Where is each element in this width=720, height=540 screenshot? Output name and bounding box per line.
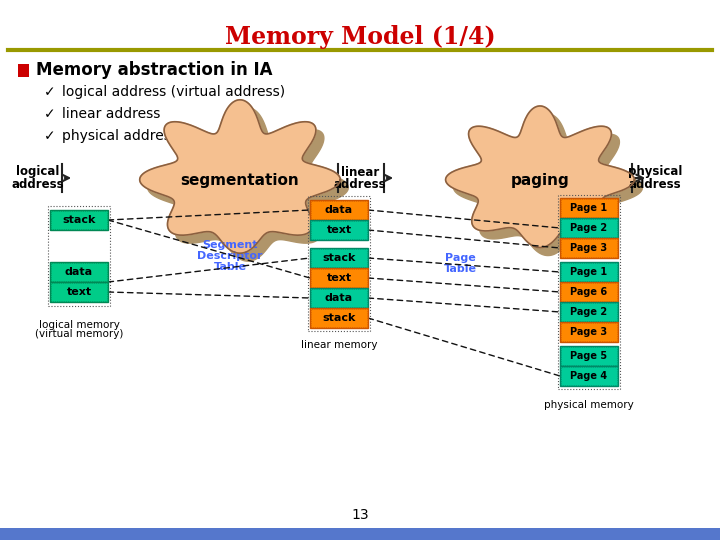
Text: text: text <box>326 273 351 283</box>
Text: 13: 13 <box>351 508 369 522</box>
FancyBboxPatch shape <box>560 282 618 302</box>
Text: segmentation: segmentation <box>181 172 300 187</box>
Polygon shape <box>148 108 348 261</box>
Text: physical memory: physical memory <box>544 400 634 410</box>
Text: ✓: ✓ <box>44 85 56 99</box>
FancyBboxPatch shape <box>560 346 618 366</box>
Text: stack: stack <box>323 313 356 323</box>
FancyBboxPatch shape <box>50 262 108 282</box>
FancyBboxPatch shape <box>50 210 108 230</box>
Text: Page 2: Page 2 <box>570 307 608 317</box>
Text: address: address <box>629 178 681 191</box>
Text: address: address <box>12 178 64 191</box>
FancyBboxPatch shape <box>560 262 618 282</box>
FancyBboxPatch shape <box>310 268 368 288</box>
Text: text: text <box>326 225 351 235</box>
FancyBboxPatch shape <box>560 218 618 238</box>
Text: Page 3: Page 3 <box>570 243 608 253</box>
Text: data: data <box>65 267 93 277</box>
Text: address: address <box>333 178 387 191</box>
FancyBboxPatch shape <box>310 220 368 240</box>
FancyBboxPatch shape <box>310 308 368 328</box>
Text: Descriptor: Descriptor <box>197 251 263 261</box>
Text: Page: Page <box>445 253 475 263</box>
Text: Segment: Segment <box>202 240 258 250</box>
FancyBboxPatch shape <box>310 248 368 268</box>
Polygon shape <box>140 100 341 253</box>
Text: paging: paging <box>510 172 570 187</box>
Text: Page 6: Page 6 <box>570 287 608 297</box>
Text: logical memory: logical memory <box>39 320 120 330</box>
Text: logical address (virtual address): logical address (virtual address) <box>62 85 285 99</box>
FancyBboxPatch shape <box>560 322 618 342</box>
FancyBboxPatch shape <box>560 302 618 322</box>
Text: linear address: linear address <box>62 107 161 121</box>
Text: ✓: ✓ <box>44 107 56 121</box>
Text: linear: linear <box>341 165 379 179</box>
FancyBboxPatch shape <box>560 366 618 386</box>
Text: stack: stack <box>323 253 356 263</box>
Text: ✓: ✓ <box>44 129 56 143</box>
FancyBboxPatch shape <box>560 198 618 218</box>
Text: linear memory: linear memory <box>301 340 377 350</box>
Text: physical address: physical address <box>62 129 178 143</box>
Text: logical: logical <box>17 165 60 179</box>
Text: Memory abstraction in IA: Memory abstraction in IA <box>36 61 272 79</box>
Polygon shape <box>446 106 634 247</box>
Text: Table: Table <box>444 264 477 274</box>
Bar <box>18 64 29 77</box>
Text: Page 1: Page 1 <box>570 203 608 213</box>
Text: (virtual memory): (virtual memory) <box>35 329 123 339</box>
Text: Memory Model (1/4): Memory Model (1/4) <box>225 25 495 49</box>
Text: data: data <box>325 205 353 215</box>
Text: text: text <box>66 287 91 297</box>
Text: Page 4: Page 4 <box>570 371 608 381</box>
Bar <box>0 528 720 540</box>
FancyBboxPatch shape <box>310 288 368 308</box>
Text: physical: physical <box>628 165 682 179</box>
Text: Page 3: Page 3 <box>570 327 608 337</box>
Text: data: data <box>325 293 353 303</box>
Text: Page 5: Page 5 <box>570 351 608 361</box>
Polygon shape <box>454 114 642 255</box>
Text: Page 1: Page 1 <box>570 267 608 277</box>
Text: Table: Table <box>214 262 246 272</box>
Text: Page 2: Page 2 <box>570 223 608 233</box>
FancyBboxPatch shape <box>310 200 368 220</box>
FancyBboxPatch shape <box>560 238 618 258</box>
Text: stack: stack <box>63 215 96 225</box>
FancyBboxPatch shape <box>50 282 108 302</box>
